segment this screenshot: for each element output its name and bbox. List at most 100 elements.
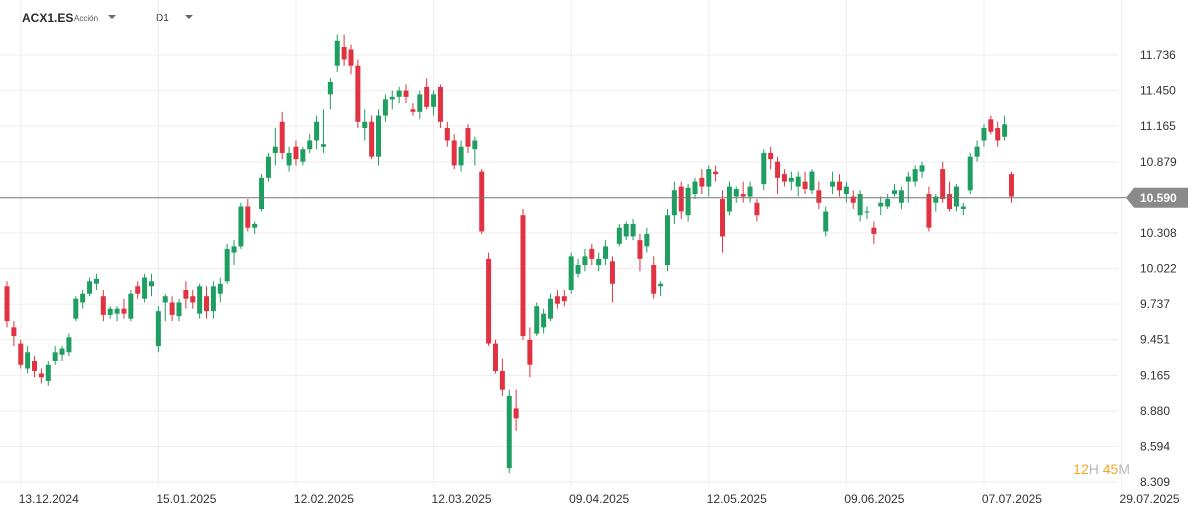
candle-body bbox=[389, 96, 395, 100]
candle-body bbox=[80, 293, 86, 303]
candle-body bbox=[279, 121, 285, 153]
candle-body bbox=[210, 286, 216, 312]
current-price-label: 10.590 bbox=[1140, 191, 1177, 205]
y-tick-label: 8.594 bbox=[1140, 439, 1170, 453]
candle bbox=[706, 165, 712, 197]
candle-body bbox=[204, 296, 210, 312]
candle-body bbox=[18, 343, 24, 365]
candle bbox=[781, 169, 787, 187]
candle-body bbox=[857, 194, 863, 216]
candle-body bbox=[685, 187, 691, 216]
candle-body bbox=[589, 248, 595, 259]
candle-body bbox=[995, 128, 1001, 141]
candle bbox=[87, 277, 93, 297]
countdown-minutes: 45 bbox=[1102, 461, 1119, 477]
x-tick-label: 29.07.2025 bbox=[1120, 492, 1180, 506]
candle bbox=[197, 283, 203, 319]
candle-body bbox=[121, 308, 127, 314]
candle-body bbox=[850, 196, 856, 203]
candle bbox=[73, 296, 79, 322]
candle bbox=[513, 389, 519, 431]
symbol-dropdown-chevron-down-icon[interactable] bbox=[108, 15, 116, 19]
candle bbox=[967, 152, 973, 195]
timeframe-selector[interactable]: D1 bbox=[156, 13, 169, 24]
candle bbox=[314, 115, 320, 150]
candle-body bbox=[781, 174, 787, 182]
candle-body bbox=[307, 140, 313, 150]
candle-body bbox=[733, 189, 739, 197]
candle-body bbox=[609, 261, 615, 284]
candle bbox=[527, 327, 533, 378]
candle bbox=[582, 248, 588, 272]
timeframe-dropdown-chevron-down-icon[interactable] bbox=[185, 15, 193, 19]
candle bbox=[747, 181, 753, 203]
symbol-label[interactable]: ACX1.ES bbox=[22, 11, 74, 25]
candle bbox=[334, 34, 340, 72]
candle-body bbox=[836, 181, 842, 191]
candle bbox=[11, 321, 17, 347]
candle-body bbox=[382, 99, 388, 116]
candle-body bbox=[720, 199, 726, 237]
y-tick-label: 9.165 bbox=[1140, 368, 1170, 382]
candle bbox=[259, 174, 265, 212]
candle-body bbox=[272, 146, 278, 153]
price-axis[interactable]: 11.736 11.450 11.165 10.879 10.308 10.022 9.73… bbox=[1140, 48, 1177, 489]
candle bbox=[417, 90, 423, 120]
candle bbox=[761, 149, 767, 191]
candle-body bbox=[437, 86, 443, 122]
time-axis[interactable]: 13.12.2024 15.01.2025 12.02.2025 12.03.2025… bbox=[19, 492, 1180, 506]
candle-body bbox=[761, 152, 767, 185]
candle bbox=[348, 44, 354, 75]
candle bbox=[300, 146, 306, 166]
candle-body bbox=[32, 361, 38, 371]
chart-header: ACX1.ES Acción D1 bbox=[0, 0, 700, 36]
candle-body bbox=[334, 40, 340, 66]
candle bbox=[245, 199, 251, 232]
candle bbox=[25, 346, 31, 374]
candle bbox=[403, 84, 409, 104]
chart-grid bbox=[0, 0, 1123, 486]
candle-body bbox=[369, 121, 375, 157]
candle-body bbox=[25, 352, 31, 369]
candle bbox=[424, 78, 430, 110]
candle-body bbox=[843, 186, 849, 195]
candle-body bbox=[561, 296, 567, 302]
candle bbox=[93, 273, 99, 290]
candle bbox=[279, 111, 285, 160]
candle bbox=[548, 293, 554, 322]
candle bbox=[520, 209, 526, 340]
candle-body bbox=[472, 140, 478, 150]
candle-body bbox=[967, 156, 973, 191]
candle bbox=[995, 121, 1001, 147]
candle-body bbox=[183, 289, 189, 299]
candle-body bbox=[947, 194, 953, 210]
candle-body bbox=[286, 152, 292, 166]
candle-body bbox=[864, 211, 870, 213]
candle-body bbox=[265, 156, 271, 178]
candle-body bbox=[692, 181, 698, 195]
candle-body bbox=[252, 223, 258, 228]
candle bbox=[307, 134, 313, 153]
candle-body bbox=[245, 206, 251, 228]
candle bbox=[38, 368, 44, 384]
candle-body bbox=[327, 81, 333, 95]
candle bbox=[80, 289, 86, 309]
candle-body bbox=[644, 233, 650, 247]
candle-body bbox=[403, 90, 409, 97]
candle-body bbox=[4, 286, 10, 322]
candle bbox=[974, 140, 980, 162]
candle-body bbox=[830, 181, 836, 187]
candle bbox=[431, 90, 437, 116]
candle-body bbox=[148, 281, 154, 287]
candle bbox=[506, 389, 512, 474]
candle-body bbox=[988, 119, 994, 132]
candle bbox=[685, 184, 691, 222]
candle bbox=[596, 252, 602, 272]
x-tick-label: 15.01.2025 bbox=[156, 492, 216, 506]
candle-body bbox=[1002, 124, 1008, 137]
candle bbox=[162, 293, 168, 322]
candle-body bbox=[142, 277, 148, 299]
candle bbox=[362, 109, 368, 141]
candle-body bbox=[671, 190, 677, 216]
